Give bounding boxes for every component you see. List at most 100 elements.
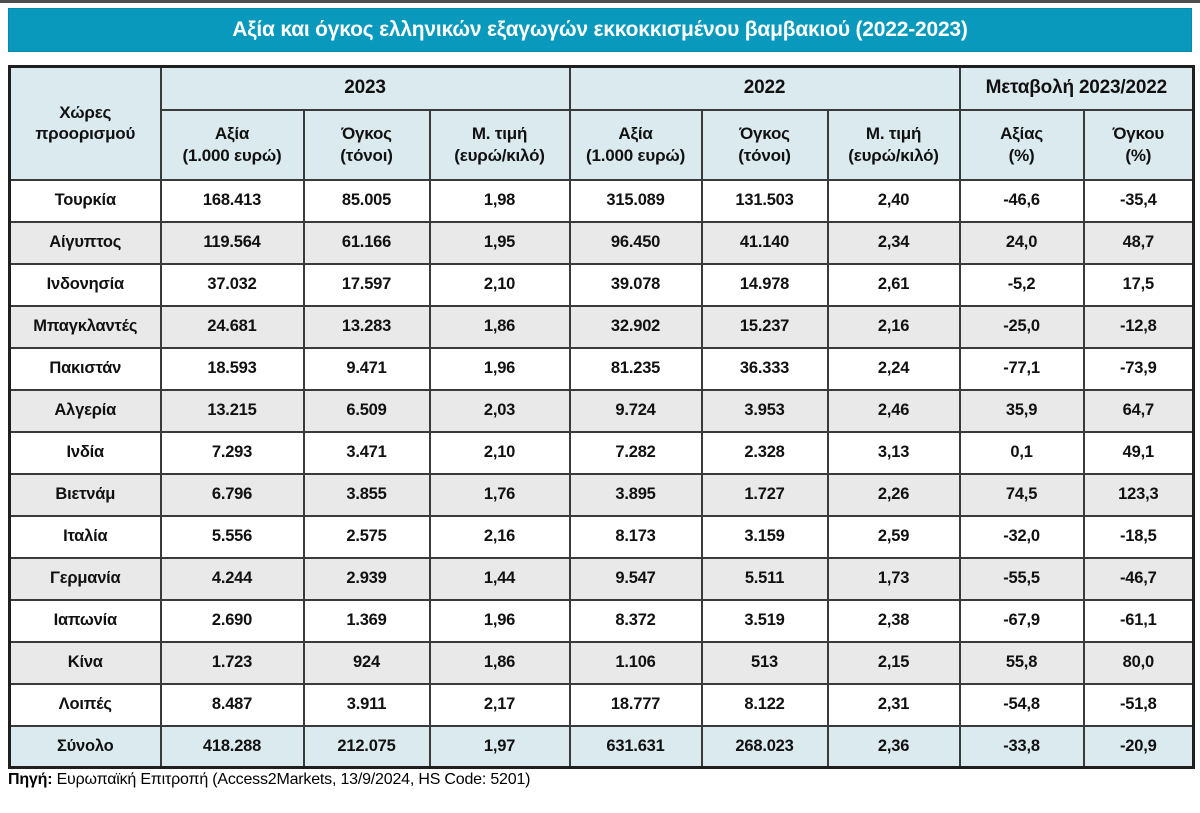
value-cell: -35,4 bbox=[1082, 178, 1195, 223]
country-cell: Αίγυπτος bbox=[8, 220, 162, 265]
value-cell: 55,8 bbox=[958, 640, 1085, 685]
value-cell: 36.333 bbox=[700, 346, 829, 391]
table-row: Τουρκία 168.413 85.005 1,98 315.089 131.503 2,… bbox=[8, 178, 1195, 223]
value-cell: -5,2 bbox=[958, 262, 1085, 307]
value-cell: 8.372 bbox=[568, 598, 703, 643]
value-cell: -77,1 bbox=[958, 346, 1085, 391]
value-cell: -73,9 bbox=[1082, 346, 1195, 391]
header-change-value: Αξίας (%) bbox=[958, 108, 1085, 181]
value-cell: 123,3 bbox=[1082, 472, 1195, 517]
value-cell: 2,24 bbox=[826, 346, 961, 391]
table-row: Πακιστάν 18.593 9.471 1,96 81.235 36.333 2,24-… bbox=[8, 346, 1195, 391]
value-cell: 1.106 bbox=[568, 640, 703, 685]
source-label: Πηγή: bbox=[8, 771, 53, 788]
value-cell: 13.215 bbox=[159, 388, 305, 433]
value-cell: 85.005 bbox=[302, 178, 431, 223]
value-cell: 131.503 bbox=[700, 178, 829, 223]
value-cell: 0,1 bbox=[958, 430, 1085, 475]
value-cell: 3.953 bbox=[700, 388, 829, 433]
header-2022-volume: Όγκος (τόνοι) bbox=[700, 108, 829, 181]
value-cell: 631.631 bbox=[568, 724, 703, 769]
table-row: Κίνα 1.723 924 1,86 1.106 513 2,15 55,8 80,0 bbox=[8, 640, 1195, 685]
header-2023-volume: Όγκος (τόνοι) bbox=[302, 108, 431, 181]
value-cell: 41.140 bbox=[700, 220, 829, 265]
value-cell: 2,36 bbox=[826, 724, 961, 769]
value-cell: -25,0 bbox=[958, 304, 1085, 349]
table-row: Λοιπές 8.487 3.911 2,17 18.777 8.122 2,31 -54,8… bbox=[8, 682, 1195, 727]
value-cell: 2,38 bbox=[826, 598, 961, 643]
value-cell: 2.328 bbox=[700, 430, 829, 475]
value-cell: 2,15 bbox=[826, 640, 961, 685]
value-cell: 2,16 bbox=[428, 514, 571, 559]
country-cell: Ινδία bbox=[8, 430, 162, 475]
value-cell: 18.593 bbox=[159, 346, 305, 391]
value-cell: -18,5 bbox=[1082, 514, 1195, 559]
value-cell: 212.075 bbox=[302, 724, 431, 769]
value-cell: 2,16 bbox=[826, 304, 961, 349]
value-cell: 24.681 bbox=[159, 304, 305, 349]
value-cell: 1,86 bbox=[428, 304, 571, 349]
value-cell: 3,13 bbox=[826, 430, 961, 475]
value-cell: 2,34 bbox=[826, 220, 961, 265]
header-2022-price: Μ. τιμή (ευρώ/κιλό) bbox=[826, 108, 961, 181]
country-cell: Ιταλία bbox=[8, 514, 162, 559]
country-cell: Σύνολο bbox=[8, 724, 162, 769]
header-group-row: Χώρες προορισμού 2023 2022 Μεταβολή 2023… bbox=[8, 65, 1195, 181]
value-cell: -46,6 bbox=[958, 178, 1085, 223]
country-cell: Βιετνάμ bbox=[8, 472, 162, 517]
value-cell: 2,03 bbox=[428, 388, 571, 433]
value-cell: 17,5 bbox=[1082, 262, 1195, 307]
country-cell: Ιαπωνία bbox=[8, 598, 162, 643]
table-row: Βιετνάμ 6.796 3.855 1,76 3.895 1.727 2,26 74,5 1… bbox=[8, 472, 1195, 517]
value-cell: -51,8 bbox=[1082, 682, 1195, 727]
value-cell: 8.173 bbox=[568, 514, 703, 559]
value-cell: 315.089 bbox=[568, 178, 703, 223]
value-cell: 6.509 bbox=[302, 388, 431, 433]
header-2023-value: Αξία (1.000 ευρώ) bbox=[159, 108, 305, 181]
table-row: Αλγερία 13.215 6.509 2,03 9.724 3.953 2,46 35,9… bbox=[8, 388, 1195, 433]
top-border-rule bbox=[0, 0, 1200, 3]
value-cell: 81.235 bbox=[568, 346, 703, 391]
value-cell: 9.724 bbox=[568, 388, 703, 433]
table-row: Ινδία 7.293 3.471 2,10 7.282 2.328 3,13 0,1 49,1 bbox=[8, 430, 1195, 475]
value-cell: 1,95 bbox=[428, 220, 571, 265]
table-row: Αίγυπτος 119.564 61.166 1,95 96.450 41.140 2,3… bbox=[8, 220, 1195, 265]
value-cell: 268.023 bbox=[700, 724, 829, 769]
value-cell: 2,61 bbox=[826, 262, 961, 307]
country-cell: Τουρκία bbox=[8, 178, 162, 223]
value-cell: 3.159 bbox=[700, 514, 829, 559]
value-cell: -20,9 bbox=[1082, 724, 1195, 769]
table-row: Μπαγκλαντές 24.681 13.283 1,86 32.902 15.237 2… bbox=[8, 304, 1195, 349]
value-cell: 80,0 bbox=[1082, 640, 1195, 685]
value-cell: 513 bbox=[700, 640, 829, 685]
value-cell: 17.597 bbox=[302, 262, 431, 307]
table-row: Γερμανία 4.244 2.939 1,44 9.547 5.511 1,73 -55,… bbox=[8, 556, 1195, 601]
value-cell: 3.911 bbox=[302, 682, 431, 727]
header-2023-price: Μ. τιμή (ευρώ/κιλό) bbox=[428, 108, 571, 181]
country-cell: Γερμανία bbox=[8, 556, 162, 601]
value-cell: 9.547 bbox=[568, 556, 703, 601]
table-row: Ινδονησία 37.032 17.597 2,10 39.078 14.978 2,6… bbox=[8, 262, 1195, 307]
value-cell: 1,96 bbox=[428, 598, 571, 643]
country-cell: Μπαγκλαντές bbox=[8, 304, 162, 349]
value-cell: 48,7 bbox=[1082, 220, 1195, 265]
header-change-volume: Όγκου (%) bbox=[1082, 108, 1195, 181]
country-cell: Λοιπές bbox=[8, 682, 162, 727]
header-group-2023: 2023 bbox=[159, 65, 571, 111]
header-countries: Χώρες προορισμού bbox=[8, 65, 162, 181]
value-cell: 7.282 bbox=[568, 430, 703, 475]
value-cell: -46,7 bbox=[1082, 556, 1195, 601]
value-cell: 2,46 bbox=[826, 388, 961, 433]
table-body: Τουρκία 168.413 85.005 1,98 315.089 131.503 2,… bbox=[8, 178, 1195, 769]
value-cell: 1.723 bbox=[159, 640, 305, 685]
value-cell: 64,7 bbox=[1082, 388, 1195, 433]
value-cell: 15.237 bbox=[700, 304, 829, 349]
value-cell: 5.511 bbox=[700, 556, 829, 601]
value-cell: 61.166 bbox=[302, 220, 431, 265]
value-cell: 32.902 bbox=[568, 304, 703, 349]
header-group-2022: 2022 bbox=[568, 65, 961, 111]
value-cell: 14.978 bbox=[700, 262, 829, 307]
value-cell: 2,31 bbox=[826, 682, 961, 727]
value-cell: 18.777 bbox=[568, 682, 703, 727]
country-cell: Ινδονησία bbox=[8, 262, 162, 307]
